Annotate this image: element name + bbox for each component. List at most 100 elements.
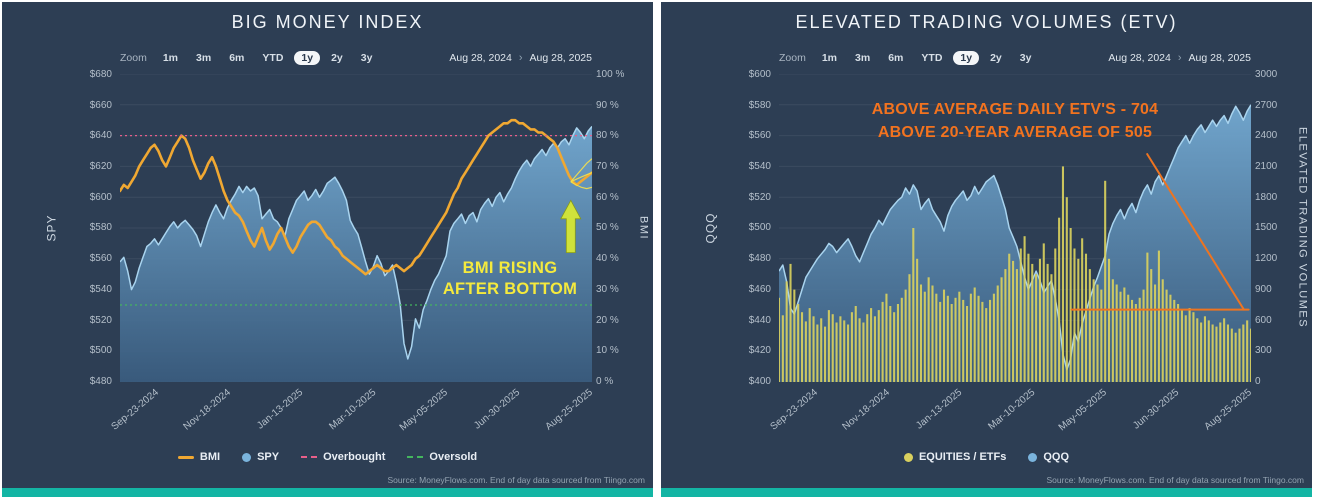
y-axis-tick: $540: [748, 161, 771, 173]
legend-item-bmi[interactable]: BMI: [177, 451, 220, 463]
y-axis-tick: 20 %: [596, 314, 619, 326]
zoom-option-3m[interactable]: 3m: [196, 52, 212, 64]
y-axis-tick: 2400: [1255, 130, 1278, 142]
x-axis-tick: Jan-13-2025: [255, 387, 306, 432]
legend-swatch: [903, 452, 913, 462]
y-axis-tick: 0 %: [596, 375, 614, 387]
x-axis-tick: Aug-25-2025: [543, 387, 596, 433]
y-axis-tick: 2100: [1255, 161, 1278, 173]
y-axis-tick: 1500: [1255, 222, 1278, 234]
legend-item-equities-etfs[interactable]: EQUITIES / ETFs: [903, 451, 1007, 463]
y-axis-right-title: ELEVATED TRADING VOLUMES: [1296, 127, 1309, 329]
zoom-option-1m[interactable]: 1m: [821, 52, 838, 64]
date-to-input[interactable]: Aug 28, 2025: [529, 52, 592, 64]
y-axis-tick: $580: [748, 99, 771, 111]
source-note: Source: MoneyFlows.com. End of day data …: [1046, 475, 1304, 485]
y-axis-tick: 50 %: [596, 222, 619, 234]
y-axis-tick: $560: [89, 253, 112, 265]
zoom-options: 1m 3m 6m YTD 1y 2y 3y: [815, 51, 1039, 65]
date-to-input[interactable]: Aug 28, 2025: [1188, 52, 1251, 64]
x-axis-tick: Sep-23-2024: [109, 387, 161, 433]
y-axis-left-ticks: $680 $660 $640 $620 $600 $580 $560 $540 $520 $500…: [64, 69, 112, 387]
y-axis-right-ticks: 100 % 90 % 80 % 70 % 60 % 50 % 40 % 30 % 20 % 10 …: [596, 69, 632, 387]
page-title: ELEVATED TRADING VOLUMES (ETV): [795, 12, 1178, 32]
range-toolbar: Zoom 1m 3m 6m YTD 1y 2y 3y Aug 28, 2024 › Aug …: [779, 49, 1251, 67]
chart-plot-area: BMI RISING AFTER BOTTOM: [120, 74, 592, 382]
legend-item-qqq[interactable]: QQQ: [1028, 451, 1069, 463]
y-axis-left-title: QQQ: [703, 212, 718, 244]
y-axis-tick: 60 %: [596, 191, 619, 203]
range-toolbar: Zoom 1m 3m 6m YTD 1y 2y 3y Aug 28, 2024 › Aug …: [120, 49, 592, 67]
annotation-text-line: ABOVE 20-YEAR AVERAGE OF 505: [877, 124, 1153, 142]
y-axis-tick: 300: [1255, 345, 1272, 357]
y-axis-tick: 40 %: [596, 253, 619, 265]
y-axis-tick: $520: [748, 191, 771, 203]
zoom-option-3y[interactable]: 3y: [1019, 52, 1032, 64]
zoom-option-1y[interactable]: 1y: [294, 51, 321, 65]
footer-bar: [2, 488, 653, 497]
zoom-option-ytd[interactable]: YTD: [262, 52, 284, 64]
x-axis-tick: Sep-23-2024: [768, 387, 820, 433]
etv-average-annotation: ABOVE AVERAGE DAILY ETV'S - 704 ABOVE 20…: [807, 98, 1222, 144]
x-axis-tick: Nov-18-2024: [840, 387, 893, 433]
x-axis-tick: Nov-18-2024: [181, 387, 234, 433]
legend-label: EQUITIES / ETFs: [918, 451, 1007, 463]
zoom-option-1y[interactable]: 1y: [953, 51, 980, 65]
legend-label: QQQ: [1043, 451, 1070, 463]
footer-bar: [661, 488, 1312, 497]
zoom-option-2y[interactable]: 2y: [331, 52, 343, 64]
bmi-chart-svg: [120, 74, 592, 382]
x-axis-tick: Jun-30-2025: [472, 387, 523, 432]
y-axis-tick: 900: [1255, 283, 1272, 295]
x-axis-tick: May-05-2025: [1057, 387, 1110, 434]
zoom-option-2y[interactable]: 2y: [990, 52, 1002, 64]
y-axis-tick: $660: [89, 99, 112, 111]
zoom-label: Zoom: [120, 52, 147, 64]
y-axis-tick: $540: [89, 283, 112, 295]
y-axis-tick: $500: [748, 222, 771, 234]
legend-item-spy[interactable]: SPY: [242, 451, 279, 463]
y-axis-tick: $620: [89, 161, 112, 173]
elevated-trading-volumes-panel: ELEVATED TRADING VOLUMES (ETV) Zoom 1m 3m…: [661, 2, 1312, 497]
y-axis-tick: 3000: [1255, 69, 1278, 80]
zoom-option-3m[interactable]: 3m: [855, 52, 871, 64]
legend-swatch: [242, 452, 252, 462]
date-from-input[interactable]: Aug 28, 2024: [1108, 52, 1171, 64]
date-range: Aug 28, 2024 › Aug 28, 2025: [449, 52, 592, 64]
y-axis-tick: 10 %: [596, 345, 619, 357]
up-arrow-icon: [560, 199, 582, 254]
zoom-option-3y[interactable]: 3y: [360, 52, 373, 64]
y-axis-tick: $480: [748, 253, 771, 265]
source-note: Source: MoneyFlows.com. End of day data …: [387, 475, 645, 485]
x-axis-labels: Sep-23-2024 Nov-18-2024 Jan-13-2025 Mar-10-…: [109, 384, 596, 446]
y-axis-tick: $500: [89, 345, 112, 357]
zoom-option-6m[interactable]: 6m: [229, 52, 245, 64]
zoom-option-ytd[interactable]: YTD: [921, 52, 943, 64]
date-from-input[interactable]: Aug 28, 2024: [449, 52, 512, 64]
y-axis-tick: $400: [748, 375, 771, 387]
y-axis-tick: $580: [89, 222, 112, 234]
page-title: BIG MONEY INDEX: [231, 12, 424, 32]
x-axis-tick: Jan-13-2025: [914, 387, 965, 432]
y-axis-tick: $600: [89, 191, 112, 203]
annotation-text-line: ABOVE AVERAGE DAILY ETV'S - 704: [871, 101, 1159, 118]
legend-label: Oversold: [429, 451, 478, 463]
legend-item-oversold[interactable]: Oversold: [407, 451, 477, 463]
legend-item-overbought[interactable]: Overbought: [301, 451, 385, 463]
y-axis-tick: $600: [748, 69, 771, 80]
chart-legend: BMI SPY Overbought Oversold: [2, 451, 653, 463]
y-axis-tick: $440: [748, 314, 771, 326]
zoom-label: Zoom: [779, 52, 806, 64]
legend-label: Overbought: [323, 451, 386, 463]
x-axis-tick: Aug-25-2025: [1202, 387, 1255, 433]
x-axis-tick: Mar-10-2025: [986, 387, 1038, 433]
date-range: Aug 28, 2024 › Aug 28, 2025: [1108, 52, 1251, 64]
bmi-rising-annotation: BMI RISING AFTER BOTTOM: [430, 258, 590, 301]
x-axis-tick: Mar-10-2025: [327, 387, 379, 433]
y-axis-left-title: SPY: [44, 214, 59, 242]
y-axis-tick: 80 %: [596, 130, 619, 142]
y-axis-tick: $520: [89, 314, 112, 326]
zoom-option-1m[interactable]: 1m: [162, 52, 179, 64]
y-axis-tick: 70 %: [596, 161, 619, 173]
zoom-option-6m[interactable]: 6m: [888, 52, 904, 64]
